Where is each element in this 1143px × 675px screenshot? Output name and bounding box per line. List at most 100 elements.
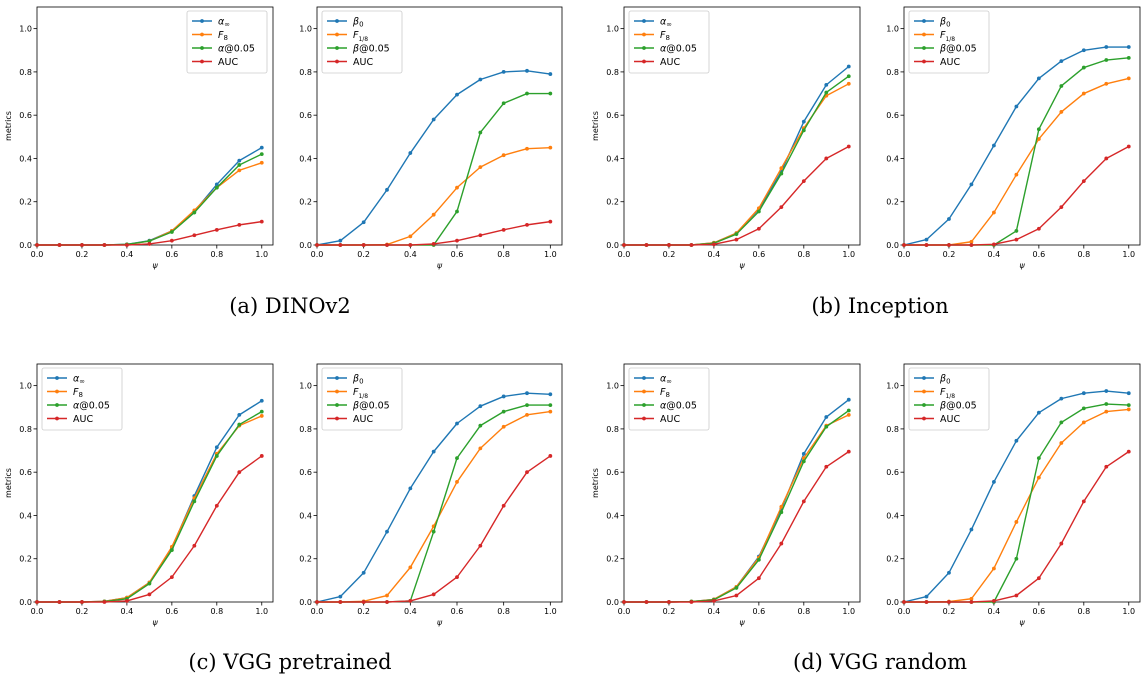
x-tick-label: 0.8 — [497, 250, 510, 259]
axes-frame — [623, 6, 861, 246]
data-point — [80, 243, 84, 247]
legend-marker — [55, 376, 59, 380]
data-point — [1104, 402, 1109, 406]
data-point — [478, 233, 483, 238]
data-point — [712, 242, 716, 247]
legend-marker — [200, 46, 204, 50]
data-point — [147, 242, 152, 246]
data-point — [992, 566, 996, 571]
x-tick-label: 1.0 — [255, 250, 268, 259]
legend-marker — [335, 389, 339, 394]
x-tick-label: 0.8 — [1077, 250, 1090, 259]
data-point — [525, 391, 529, 396]
data-point — [214, 503, 219, 508]
x-tick-label: 0.0 — [618, 250, 631, 259]
x-tick-label: 0.6 — [1032, 250, 1045, 259]
data-point — [1104, 58, 1109, 62]
data-point — [501, 70, 506, 74]
legend-label-3: β@0.05 — [352, 401, 390, 412]
data-point — [846, 64, 851, 69]
data-point — [1081, 391, 1086, 396]
series-line-2 — [624, 83, 850, 246]
data-point — [1036, 127, 1041, 132]
y-tick-label: 0.0 — [19, 598, 32, 607]
y-tick-label: 0.8 — [606, 68, 619, 77]
y-tick-label: 0.2 — [606, 198, 619, 207]
data-point — [80, 600, 84, 604]
data-point — [622, 600, 626, 604]
series-line-4 — [624, 451, 850, 603]
legend-marker — [55, 403, 59, 407]
data-point — [924, 237, 929, 242]
data-point — [192, 499, 197, 504]
data-point — [756, 209, 761, 214]
y-tick-label: 0.8 — [19, 68, 32, 77]
x-tick-label: 0.6 — [165, 250, 178, 259]
data-point — [1014, 237, 1019, 242]
data-point — [1126, 144, 1131, 149]
data-point — [169, 238, 174, 243]
x-tick-label: 0.4 — [988, 250, 1001, 259]
x-tick-label: 1.0 — [544, 607, 557, 616]
data-point — [237, 222, 242, 227]
data-point — [455, 456, 459, 461]
data-point — [214, 185, 219, 190]
y-tick-label: 0.4 — [19, 154, 32, 163]
x-tick-label: 0.0 — [311, 607, 324, 616]
y-tick-label: 0.4 — [606, 154, 619, 163]
data-point — [478, 543, 483, 548]
data-point — [501, 153, 506, 158]
data-point — [1036, 76, 1041, 81]
data-point — [315, 600, 319, 604]
y-tick-label: 0.6 — [606, 111, 619, 120]
data-point — [756, 226, 761, 231]
axes-frame — [903, 363, 1141, 603]
subplot-5: 0.0 0.2 0.4 0.6 0.8 1.0 0.0 0.2 0.4 0.6 0.8 1.0 ψ met… — [4, 363, 274, 627]
data-point — [525, 91, 529, 96]
data-point — [548, 91, 553, 96]
data-point — [756, 576, 761, 581]
series-line-4 — [624, 145, 850, 246]
x-axis-label: ψ — [1019, 618, 1025, 627]
data-point — [501, 101, 506, 106]
legend-marker — [922, 416, 926, 421]
axes-frame — [316, 6, 563, 246]
legend-label-4: AUC — [940, 414, 960, 425]
y-tick-label: 0.6 — [299, 111, 312, 120]
data-point — [408, 565, 413, 570]
series-line-4 — [317, 220, 551, 246]
data-point — [1126, 449, 1131, 454]
data-point — [1059, 110, 1064, 114]
legend-marker — [200, 32, 204, 37]
legend-label-2: F1/8 — [353, 30, 368, 43]
x-tick-label: 0.8 — [497, 607, 510, 616]
data-point — [992, 143, 996, 148]
x-tick-label: 0.6 — [752, 607, 765, 616]
data-point — [779, 171, 784, 176]
legend-marker — [922, 376, 926, 380]
data-point — [1081, 406, 1086, 411]
data-point — [455, 480, 459, 484]
data-point — [1126, 391, 1131, 396]
subplot-4: 0.0 0.2 0.4 0.6 0.8 1.0 0.0 0.2 0.4 0.6 0.8 1.0 ψ β0F… — [886, 6, 1141, 270]
data-point — [902, 600, 906, 604]
data-point — [756, 557, 761, 562]
data-point — [361, 243, 366, 247]
y-tick-label: 0.8 — [299, 68, 312, 77]
data-point — [125, 599, 129, 603]
legend-marker — [335, 376, 339, 380]
caption-a: (a) DINOv2 — [229, 294, 351, 318]
legend-label-3: β@0.05 — [939, 401, 977, 412]
y-tick-label: 0.0 — [606, 598, 619, 607]
data-point — [622, 243, 626, 247]
data-point — [924, 243, 929, 247]
data-point — [969, 527, 974, 532]
data-point — [992, 242, 996, 247]
legend-marker — [642, 19, 646, 23]
data-point — [501, 424, 506, 429]
x-tick-label: 0.2 — [943, 607, 956, 616]
legend-marker — [642, 389, 646, 394]
data-point — [801, 119, 806, 124]
data-point — [501, 409, 506, 414]
legend-box — [908, 367, 990, 431]
